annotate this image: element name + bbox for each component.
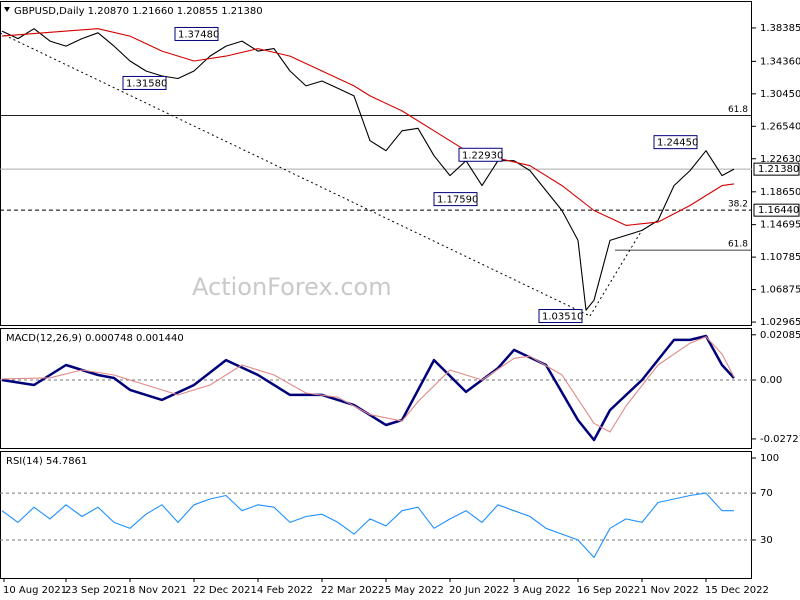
x-tick-label: 16 Sep 2022 [577, 585, 640, 596]
panel-frame [0, 451, 752, 579]
annotation-box [653, 135, 698, 150]
level-label: 38.2 [728, 200, 748, 210]
y-tick-label: 0.020858 [760, 330, 800, 341]
x-tick-label: 10 Aug 2021 [3, 585, 67, 596]
y-tick-label: 100 [760, 453, 779, 464]
y-tick-label: 1.38385 [760, 23, 800, 34]
annotation-label: 1.17590 [437, 195, 478, 206]
trend-line [0, 32, 591, 317]
x-tick-label: 5 May 2022 [385, 585, 444, 596]
y-tick-label: 1.22630 [760, 154, 800, 165]
x-tick-label: 22 Dec 2021 [193, 585, 257, 596]
annotation-label: 1.31580 [126, 78, 167, 89]
level-label: 61.8 [728, 240, 748, 250]
y-tick-label: 1.02965 [760, 317, 800, 328]
annotation-box [122, 75, 167, 90]
x-tick-label: 3 Aug 2022 [513, 585, 571, 596]
watermark: ActionForex.com [192, 273, 392, 301]
series-line [1, 28, 735, 311]
trend-line [589, 229, 643, 317]
panel-title: MACD(12,26,9) 0.000748 0.001440 [6, 333, 184, 344]
y-tick-label: 1.18650 [760, 187, 800, 198]
y-tick-label: 0.00 [760, 375, 782, 386]
y-tick-label: 1.10785 [760, 252, 800, 263]
x-tick-label: 1 Nov 2022 [641, 585, 699, 596]
annotation-box [433, 192, 478, 207]
annotation-box [174, 26, 219, 41]
price-marker-label: 1.21380 [758, 164, 799, 175]
chart-title: GBPUSD,Daily 1.20870 1.21660 1.20855 1.2… [14, 6, 263, 17]
series-line [1, 334, 735, 442]
series-line [1, 492, 734, 559]
y-tick-label: 1.34360 [760, 56, 800, 67]
y-tick-label: -0.027213 [760, 434, 800, 445]
y-tick-label: 1.30450 [760, 89, 800, 100]
annotation-box [538, 309, 583, 324]
price-marker-box [753, 203, 800, 217]
x-tick-label: 23 Sep 2021 [65, 585, 128, 596]
series-line [1, 28, 735, 226]
annotation-label: 1.22930 [462, 150, 503, 161]
level-label: 61.8 [728, 105, 748, 115]
x-tick-label: 8 Nov 2021 [129, 585, 187, 596]
panel-title: RSI(14) 54.7861 [6, 456, 87, 467]
title-icon [4, 7, 10, 12]
x-tick-label: 20 Jun 2022 [449, 585, 509, 596]
y-tick-label: 1.14695 [760, 220, 800, 231]
y-tick-label: 70 [760, 488, 773, 499]
annotation-label: 1.24450 [657, 138, 698, 149]
x-tick-label: 4 Feb 2022 [257, 585, 313, 596]
annotation-box [458, 147, 503, 162]
price-marker-label: 1.16440 [758, 205, 799, 216]
panel-frame [0, 1, 752, 326]
panel-frame [0, 328, 752, 449]
x-tick-label: 22 Mar 2022 [321, 585, 384, 596]
y-tick-label: 1.26540 [760, 121, 800, 132]
annotation-label: 1.37480 [178, 29, 219, 40]
x-tick-label: 15 Dec 2022 [705, 585, 769, 596]
series-line [1, 336, 735, 433]
annotation-label: 1.03510 [542, 312, 583, 323]
y-tick-label: 1.06875 [760, 285, 800, 296]
y-tick-label: 30 [760, 535, 773, 546]
price-marker-box [753, 162, 800, 176]
